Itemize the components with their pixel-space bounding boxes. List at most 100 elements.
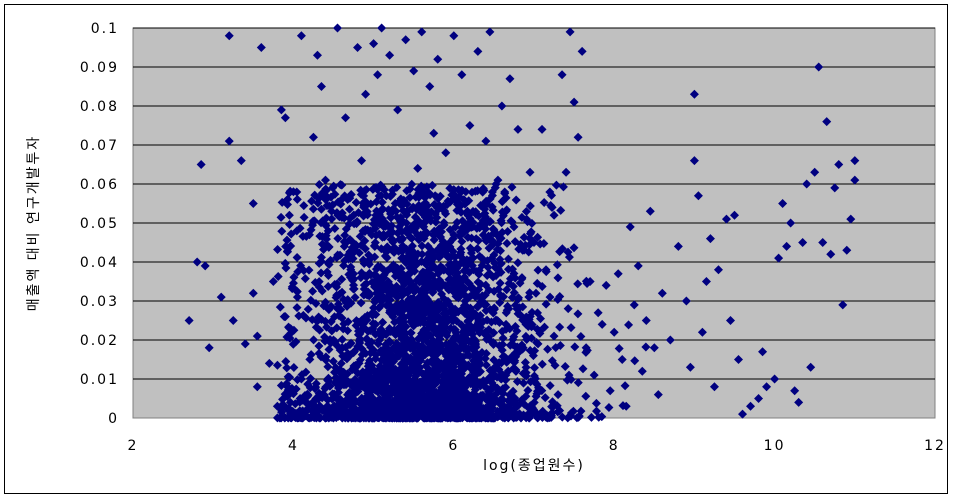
data-point bbox=[454, 366, 464, 376]
data-point bbox=[561, 167, 571, 177]
data-point bbox=[498, 333, 508, 343]
data-point bbox=[456, 248, 466, 258]
data-point bbox=[391, 400, 401, 410]
data-point bbox=[349, 269, 359, 279]
data-point bbox=[379, 230, 389, 240]
data-point bbox=[351, 384, 361, 394]
data-point bbox=[533, 265, 543, 275]
data-point bbox=[525, 288, 535, 298]
data-point bbox=[399, 369, 409, 379]
data-point bbox=[417, 298, 427, 308]
data-point bbox=[192, 257, 202, 267]
data-point bbox=[248, 288, 258, 298]
data-point bbox=[332, 279, 342, 289]
data-point bbox=[314, 258, 324, 268]
data-point bbox=[445, 381, 455, 391]
data-point bbox=[200, 261, 210, 271]
data-point bbox=[497, 101, 507, 111]
y-tick-label: 0.09 bbox=[80, 60, 119, 76]
data-point bbox=[282, 235, 292, 245]
data-point bbox=[328, 200, 338, 210]
data-point bbox=[333, 250, 343, 260]
data-point bbox=[418, 327, 428, 337]
data-point bbox=[452, 217, 462, 227]
data-point bbox=[323, 362, 333, 372]
data-point bbox=[352, 219, 362, 229]
data-point bbox=[309, 335, 319, 345]
data-point bbox=[549, 210, 559, 220]
data-point bbox=[415, 291, 425, 301]
data-point bbox=[464, 255, 474, 265]
data-point bbox=[499, 195, 509, 205]
data-point bbox=[308, 286, 318, 296]
data-point bbox=[413, 249, 423, 259]
data-point bbox=[620, 381, 630, 391]
data-point bbox=[512, 377, 522, 387]
data-point bbox=[432, 355, 442, 365]
data-point bbox=[336, 358, 346, 368]
data-point bbox=[545, 292, 555, 302]
data-point bbox=[557, 412, 567, 422]
data-point bbox=[314, 277, 324, 287]
data-point bbox=[398, 206, 408, 216]
data-point bbox=[427, 356, 437, 366]
data-point bbox=[450, 403, 460, 413]
data-point bbox=[778, 199, 788, 208]
data-point bbox=[382, 382, 392, 392]
data-point bbox=[341, 113, 351, 123]
data-point bbox=[484, 217, 494, 227]
data-point bbox=[439, 304, 449, 314]
data-point bbox=[469, 351, 479, 361]
data-point bbox=[294, 311, 304, 321]
data-point bbox=[346, 190, 356, 200]
data-point bbox=[359, 211, 369, 221]
data-point bbox=[289, 362, 299, 372]
data-point bbox=[390, 301, 400, 311]
data-point bbox=[621, 401, 631, 411]
data-point bbox=[484, 413, 494, 423]
data-point bbox=[292, 303, 302, 313]
data-point bbox=[399, 317, 409, 327]
data-point bbox=[277, 407, 287, 417]
data-point bbox=[365, 355, 375, 365]
data-point bbox=[276, 105, 286, 115]
data-point bbox=[350, 374, 360, 384]
data-point bbox=[503, 227, 513, 237]
data-point bbox=[525, 345, 535, 355]
data-point bbox=[553, 273, 563, 283]
data-point bbox=[798, 238, 808, 247]
data-point bbox=[459, 266, 469, 276]
data-point bbox=[433, 54, 443, 64]
data-point bbox=[533, 339, 543, 349]
data-point bbox=[541, 299, 551, 309]
data-point bbox=[566, 375, 576, 385]
data-point bbox=[299, 212, 309, 222]
data-point bbox=[363, 412, 373, 422]
data-point bbox=[419, 222, 429, 232]
data-point bbox=[483, 262, 493, 272]
data-point bbox=[633, 261, 643, 271]
data-point bbox=[501, 324, 511, 334]
data-point bbox=[782, 241, 792, 251]
data-point bbox=[470, 340, 480, 350]
data-point bbox=[330, 223, 340, 233]
data-point bbox=[470, 292, 480, 302]
data-point bbox=[400, 360, 410, 370]
data-point bbox=[594, 412, 604, 422]
data-point bbox=[374, 294, 384, 304]
data-point bbox=[292, 292, 302, 302]
data-point bbox=[315, 231, 325, 241]
data-point bbox=[613, 269, 623, 279]
data-point bbox=[399, 397, 409, 407]
data-point bbox=[388, 260, 398, 270]
data-point bbox=[786, 218, 796, 228]
data-point bbox=[513, 258, 523, 268]
data-point bbox=[389, 308, 399, 318]
data-point bbox=[468, 405, 478, 415]
data-point bbox=[451, 194, 461, 204]
data-point bbox=[738, 409, 748, 419]
data-point bbox=[555, 322, 565, 332]
data-point bbox=[348, 254, 358, 264]
data-point bbox=[317, 188, 327, 198]
data-point bbox=[280, 113, 290, 123]
